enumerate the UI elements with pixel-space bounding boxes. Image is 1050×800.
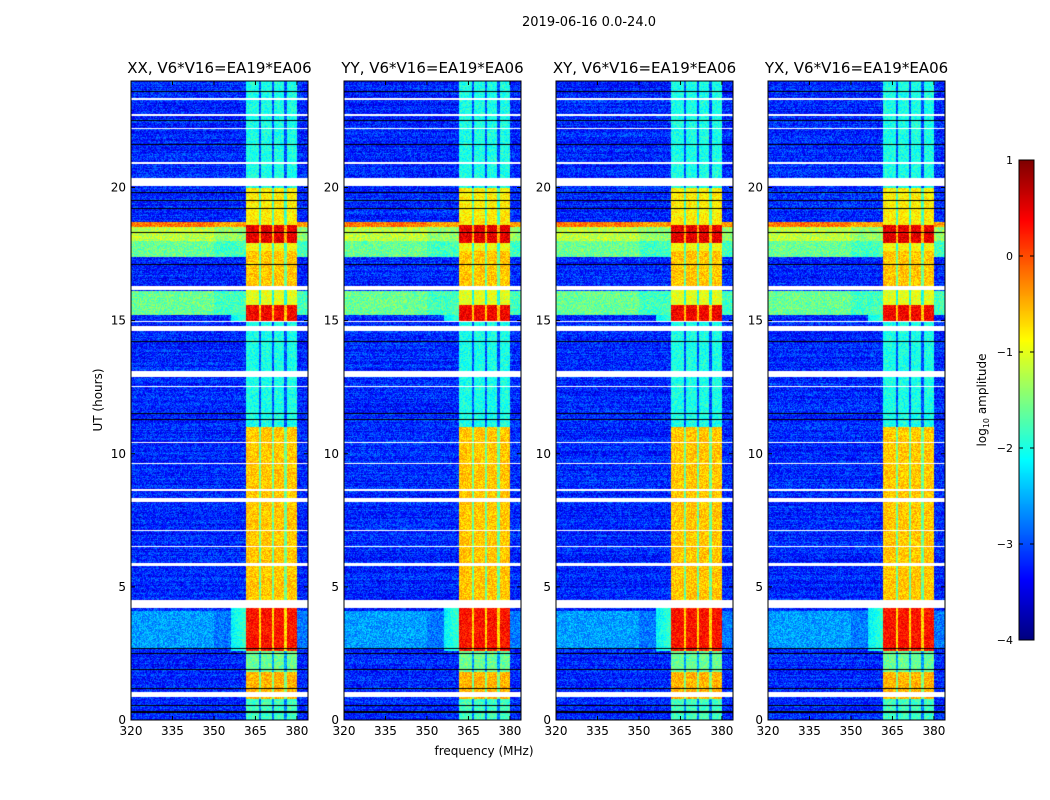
panel-frame [767,80,946,721]
panel-frame [555,80,734,721]
colorbar [1019,160,1034,640]
colorbar-frame [1018,159,1035,641]
y-tick-label: 20 [111,181,126,195]
x-tick-label: 335 [798,724,821,738]
panel-title: YY, V6*V16=EA19*EA06 [340,59,523,77]
y-tick-label: 15 [111,314,126,328]
y-tick-label: 10 [324,447,339,461]
x-tick-label: 320 [333,724,356,738]
y-tick-label: 20 [748,181,763,195]
x-tick-label: 365 [669,724,692,738]
x-tick-label: 320 [757,724,780,738]
x-tick-label: 335 [374,724,397,738]
x-tick-label: 350 [416,724,439,738]
x-tick-label: 365 [881,724,904,738]
panel-frame [343,80,522,721]
figure-title: 2019-06-16 0.0-24.0 [522,15,656,30]
y-tick-label: 0 [331,713,339,727]
x-tick-label: 335 [161,724,184,738]
colorbar-tick-label: −4 [997,634,1013,647]
colorbar-tick-label: 0 [1006,250,1013,263]
x-axis-label: frequency (MHz) [434,744,533,758]
x-tick-label: 320 [120,724,143,738]
y-tick-label: 10 [111,447,126,461]
heatmap-xx [131,81,308,720]
x-tick-label: 380 [498,724,521,738]
y-tick-label: 0 [543,713,551,727]
x-tick-label: 320 [545,724,568,738]
x-tick-label: 365 [457,724,480,738]
x-tick-label: 350 [203,724,226,738]
x-tick-label: 380 [922,724,945,738]
colorbar-tick-label: 1 [1006,154,1013,167]
y-tick-label: 20 [536,181,551,195]
y-tick-label: 5 [755,580,763,594]
y-tick-label: 15 [536,314,551,328]
y-tick-label: 0 [755,713,763,727]
y-tick-label: 0 [118,713,126,727]
y-tick-label: 5 [331,580,339,594]
x-tick-label: 350 [840,724,863,738]
panel-title: XX, V6*V16=EA19*EA06 [127,59,311,77]
x-tick-label: 350 [628,724,651,738]
y-tick-label: 20 [324,181,339,195]
panel-title: YX, V6*V16=EA19*EA06 [764,59,948,77]
y-tick-label: 15 [324,314,339,328]
colorbar-tick-label: −2 [997,442,1013,455]
heatmap-yy [344,81,521,720]
y-axis-label: UT (hours) [91,368,105,431]
panel-title: XY, V6*V16=EA19*EA06 [553,59,736,77]
x-tick-label: 365 [244,724,267,738]
y-tick-label: 10 [748,447,763,461]
y-tick-label: 15 [748,314,763,328]
panel-frame [130,80,309,721]
colorbar-tick-label: −3 [997,538,1013,551]
y-tick-label: 5 [118,580,126,594]
x-tick-label: 335 [586,724,609,738]
colorbar-label: log10 amplitude [975,354,991,447]
x-tick-label: 380 [710,724,733,738]
heatmap-yx [768,81,945,720]
heatmap-xy [556,81,733,720]
colorbar-tick-label: −1 [997,346,1013,359]
x-tick-label: 380 [285,724,308,738]
y-tick-label: 10 [536,447,551,461]
y-tick-label: 5 [543,580,551,594]
